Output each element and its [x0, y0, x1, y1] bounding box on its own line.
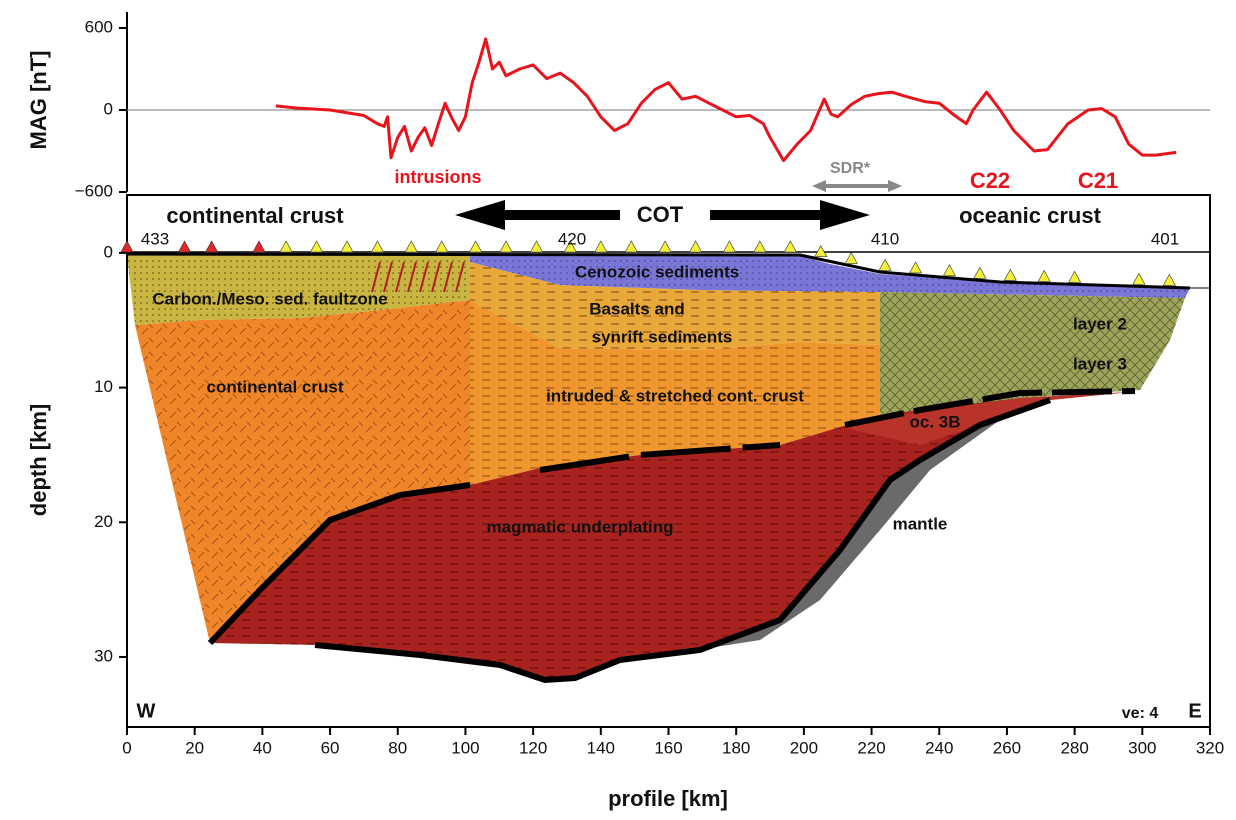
annotation: SDR* — [830, 160, 871, 177]
page: {"chart_data": [ {"type": "line", "ylabe… — [0, 0, 1236, 815]
section-label: COT — [637, 202, 684, 227]
section-label: magmatic underplating — [486, 517, 673, 536]
station — [470, 241, 482, 252]
x-tick-label: 320 — [1196, 738, 1224, 757]
station — [879, 259, 891, 270]
station — [371, 241, 383, 252]
mag-line — [276, 39, 1176, 161]
section-label: oc. 3B — [909, 412, 960, 431]
x-tick-label: 180 — [722, 738, 750, 757]
station — [311, 241, 323, 252]
y-axis-title: MAG [nT] — [26, 51, 51, 150]
station — [659, 241, 671, 252]
x-tick-label: 80 — [388, 738, 407, 757]
station-label: 410 — [871, 229, 899, 248]
x-tick-label: 200 — [790, 738, 818, 757]
station — [1004, 269, 1016, 280]
station — [974, 267, 986, 278]
x-tick-label: 140 — [587, 738, 615, 757]
station — [121, 241, 133, 252]
x-tick-label: 40 — [253, 738, 272, 757]
y-tick-label: −600 — [75, 181, 113, 200]
section-label: ve: 4 — [1122, 705, 1159, 722]
annotation: C22 — [970, 168, 1010, 193]
section-label: layer 2 — [1073, 314, 1127, 333]
y-tick-label: 600 — [85, 17, 113, 36]
station — [910, 262, 922, 273]
section-label: W — [137, 700, 156, 722]
station — [723, 241, 735, 252]
station — [206, 241, 218, 252]
x-tick-label: 20 — [185, 738, 204, 757]
station — [1038, 270, 1050, 281]
cot-arrow-left — [455, 200, 620, 230]
x-tick-label: 0 — [122, 738, 131, 757]
x-tick-label: 260 — [993, 738, 1021, 757]
section-label: Carbon./Meso. sed. faultzone — [152, 289, 387, 308]
y-tick-label: 20 — [94, 512, 113, 531]
station — [690, 241, 702, 252]
station — [253, 241, 265, 252]
figure: −6000600MAG [nT]intrusionsSDR*C22C210204… — [0, 0, 1236, 815]
x-tick-label: 300 — [1128, 738, 1156, 757]
station — [405, 241, 417, 252]
station — [784, 241, 796, 252]
x-axis-title: profile [km] — [608, 786, 728, 811]
section-label: intruded & stretched cont. crust — [546, 386, 804, 405]
station — [845, 253, 857, 264]
y-tick-label: 0 — [104, 242, 113, 261]
x-tick-label: 220 — [857, 738, 885, 757]
section-label: Cenozoic sediments — [575, 262, 739, 281]
x-tick-label: 280 — [1060, 738, 1088, 757]
station — [341, 241, 353, 252]
section-label: oceanic crust — [959, 203, 1102, 228]
station — [1163, 274, 1175, 285]
station — [815, 246, 827, 257]
station — [179, 241, 191, 252]
station — [280, 241, 292, 252]
section-label: layer 3 — [1073, 354, 1127, 373]
station — [1069, 271, 1081, 282]
station — [531, 241, 543, 252]
y-axis-title: depth [km] — [26, 404, 51, 516]
section-label: mantle — [893, 514, 948, 533]
x-tick-label: 60 — [321, 738, 340, 757]
section-label: E — [1188, 700, 1201, 722]
section-label: continental crust — [207, 377, 344, 396]
annotation: C21 — [1078, 168, 1118, 193]
x-tick-label: 240 — [925, 738, 953, 757]
x-tick-label: 120 — [519, 738, 547, 757]
station-label: 420 — [558, 229, 586, 248]
sdr-arrow — [812, 180, 902, 192]
y-tick-label: 0 — [104, 99, 113, 118]
station — [625, 241, 637, 252]
section-label: synrift sediments — [592, 327, 733, 346]
station — [436, 241, 448, 252]
x-tick-label: 160 — [654, 738, 682, 757]
station-label: 401 — [1151, 229, 1179, 248]
station — [595, 241, 607, 252]
station — [754, 241, 766, 252]
y-tick-label: 10 — [94, 377, 113, 396]
station — [1133, 273, 1145, 284]
y-tick-label: 30 — [94, 646, 113, 665]
x-tick-label: 100 — [451, 738, 479, 757]
section-label: continental crust — [166, 203, 344, 228]
annotation: intrusions — [394, 167, 481, 187]
section-label: Basalts and — [589, 299, 684, 318]
station — [500, 241, 512, 252]
station — [943, 265, 955, 276]
cot-arrow-right — [710, 200, 870, 230]
station-label: 433 — [141, 229, 169, 248]
